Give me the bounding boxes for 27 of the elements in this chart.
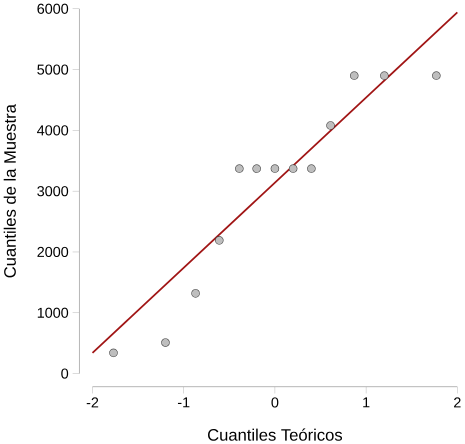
point: [270, 164, 280, 173]
y-tick-label: 2000: [37, 246, 68, 257]
point: [326, 121, 335, 130]
y-tick-label: 3000: [37, 186, 68, 196]
y-tick-label: 4000: [37, 125, 68, 136]
point: [288, 164, 298, 173]
y-tick-label: 6000: [37, 3, 68, 14]
point: [307, 164, 316, 173]
point: [432, 71, 441, 80]
point: [235, 164, 244, 173]
y-axis-title: Cuantiles de la Muestra: [4, 104, 16, 278]
point: [215, 236, 224, 244]
x-tick-label: -1: [178, 397, 190, 408]
y-tick-label: 0: [61, 368, 68, 378]
x-tick-label: 0: [271, 397, 278, 408]
x-tick-label: -2: [86, 397, 98, 408]
point: [161, 338, 170, 347]
y-tick-label: 1000: [38, 307, 68, 318]
point: [252, 164, 261, 173]
point: [109, 348, 118, 357]
x-tick-label: 2: [454, 397, 461, 408]
point: [380, 71, 389, 80]
y-tick-label: 5000: [37, 64, 68, 74]
x-axis-title: Cuantiles Teóricos: [208, 428, 342, 441]
point: [350, 71, 359, 80]
point: [191, 288, 200, 298]
x-tick-label: 1: [363, 397, 370, 408]
